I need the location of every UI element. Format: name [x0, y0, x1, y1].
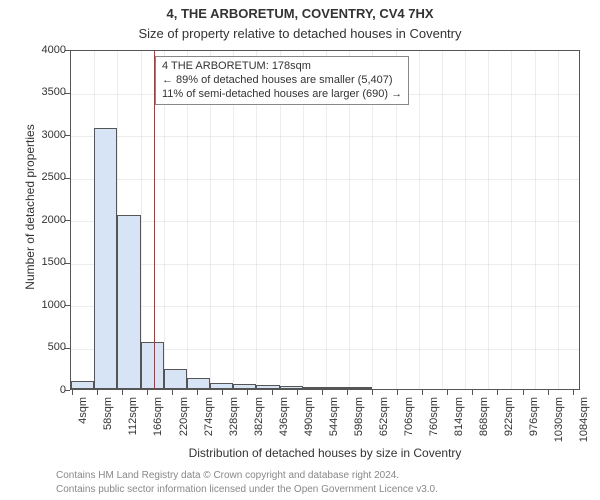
- gridline-h: [71, 179, 579, 180]
- xtick-mark: [147, 390, 148, 395]
- xtick-mark: [573, 390, 574, 395]
- xtick-mark: [523, 390, 524, 395]
- xtick-label: 328sqm: [228, 397, 240, 447]
- xtick-label: 868sqm: [478, 397, 490, 447]
- histogram-bar: [210, 383, 233, 389]
- xtick-mark: [347, 390, 348, 395]
- gridline-v: [419, 51, 420, 389]
- ytick-label: 2000: [16, 214, 66, 226]
- info-box-line: 4 THE ARBORETUM: 178sqm: [162, 60, 402, 74]
- ytick-label: 2500: [16, 171, 66, 183]
- xtick-mark: [247, 390, 248, 395]
- histogram-bar: [303, 387, 326, 389]
- xtick-label: 1084sqm: [578, 397, 590, 447]
- xtick-label: 490sqm: [303, 397, 315, 447]
- histogram-bar: [94, 128, 117, 389]
- xtick-label: 652sqm: [378, 397, 390, 447]
- histogram-bar: [326, 387, 349, 389]
- xtick-label: 274sqm: [203, 397, 215, 447]
- gridline-v: [465, 51, 466, 389]
- ytick-label: 0: [16, 384, 66, 396]
- xtick-mark: [497, 390, 498, 395]
- ytick-label: 500: [16, 341, 66, 353]
- info-box: 4 THE ARBORETUM: 178sqm← 89% of detached…: [155, 56, 409, 105]
- histogram-bar: [117, 215, 140, 389]
- xtick-label: 598sqm: [353, 397, 365, 447]
- gridline-v: [442, 51, 443, 389]
- gridline-h: [71, 221, 579, 222]
- xtick-label: 382sqm: [253, 397, 265, 447]
- histogram-bar: [164, 369, 187, 389]
- xtick-mark: [197, 390, 198, 395]
- ytick-label: 4000: [16, 44, 66, 56]
- xtick-mark: [172, 390, 173, 395]
- xtick-mark: [472, 390, 473, 395]
- xtick-mark: [397, 390, 398, 395]
- chart-container: 4, THE ARBORETUM, COVENTRY, CV4 7HX Size…: [0, 0, 600, 500]
- gridline-v: [141, 51, 142, 389]
- gridline-v: [558, 51, 559, 389]
- histogram-bar: [349, 387, 372, 389]
- xtick-label: 112sqm: [127, 397, 139, 447]
- histogram-bar: [141, 342, 164, 389]
- xtick-label: 220sqm: [178, 397, 190, 447]
- gridline-v: [511, 51, 512, 389]
- ytick-label: 3000: [16, 129, 66, 141]
- xtick-label: 976sqm: [528, 397, 540, 447]
- gridline-v: [535, 51, 536, 389]
- ytick-label: 3500: [16, 86, 66, 98]
- xtick-label: 760sqm: [428, 397, 440, 447]
- xtick-mark: [72, 390, 73, 395]
- x-axis-label: Distribution of detached houses by size …: [70, 446, 580, 460]
- xtick-label: 1030sqm: [553, 397, 565, 447]
- xtick-label: 436sqm: [278, 397, 290, 447]
- gridline-h: [71, 264, 579, 265]
- xtick-mark: [322, 390, 323, 395]
- xtick-label: 814sqm: [453, 397, 465, 447]
- xtick-mark: [272, 390, 273, 395]
- info-box-line: ← 89% of detached houses are smaller (5,…: [162, 74, 402, 88]
- ytick-label: 1500: [16, 256, 66, 268]
- xtick-label: 922sqm: [503, 397, 515, 447]
- histogram-bar: [71, 381, 94, 389]
- histogram-bar: [233, 384, 256, 389]
- chart-title-line2: Size of property relative to detached ho…: [0, 26, 600, 41]
- gridline-v: [488, 51, 489, 389]
- ytick-label: 1000: [16, 299, 66, 311]
- footer-line2: Contains public sector information licen…: [56, 484, 438, 495]
- xtick-label: 706sqm: [403, 397, 415, 447]
- xtick-label: 4sqm: [77, 397, 89, 447]
- xtick-mark: [548, 390, 549, 395]
- xtick-mark: [447, 390, 448, 395]
- xtick-mark: [372, 390, 373, 395]
- xtick-mark: [297, 390, 298, 395]
- histogram-bar: [256, 385, 279, 389]
- footer-line1: Contains HM Land Registry data © Crown c…: [56, 470, 399, 481]
- gridline-h: [71, 306, 579, 307]
- chart-title-line1: 4, THE ARBORETUM, COVENTRY, CV4 7HX: [0, 6, 600, 21]
- xtick-label: 166sqm: [152, 397, 164, 447]
- xtick-label: 58sqm: [102, 397, 114, 447]
- xtick-label: 544sqm: [328, 397, 340, 447]
- xtick-mark: [222, 390, 223, 395]
- gridline-h: [71, 136, 579, 137]
- histogram-bar: [280, 386, 303, 389]
- y-axis-label: Number of detached properties: [23, 57, 37, 357]
- histogram-bar: [187, 378, 210, 389]
- xtick-mark: [422, 390, 423, 395]
- info-box-line: 11% of semi-detached houses are larger (…: [162, 88, 402, 102]
- xtick-mark: [97, 390, 98, 395]
- xtick-mark: [122, 390, 123, 395]
